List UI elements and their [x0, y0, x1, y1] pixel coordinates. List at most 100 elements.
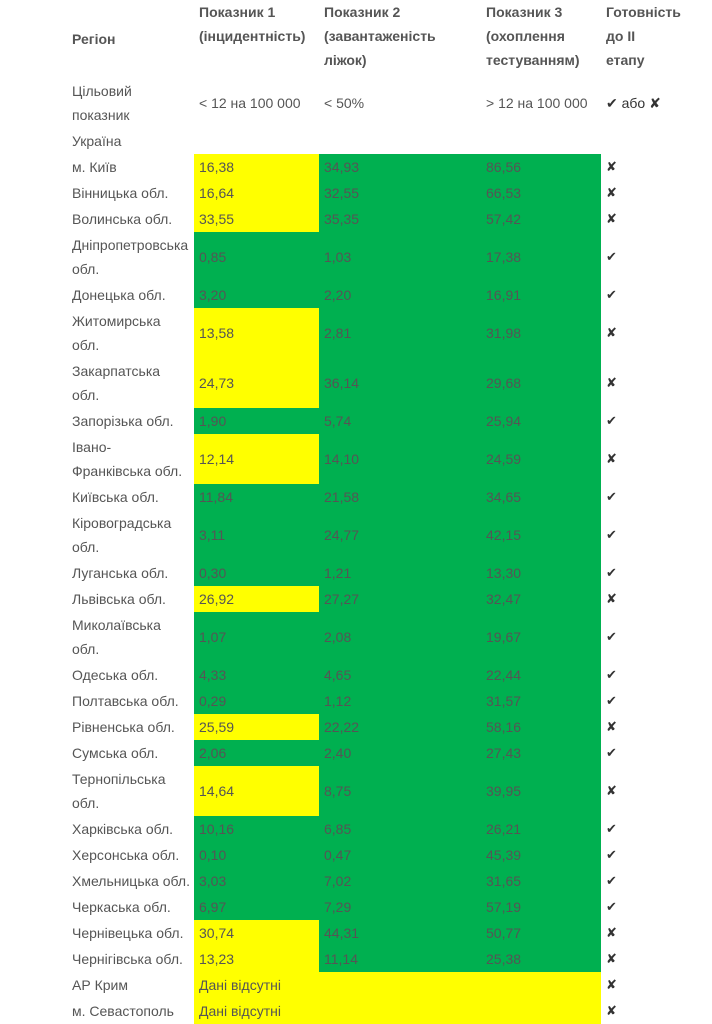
region-name: Житомирська обл.: [72, 313, 161, 353]
readiness-mark: ✔: [606, 489, 617, 504]
indicator-3-cell: 39,95: [481, 766, 601, 816]
readiness-mark: ✘: [606, 451, 617, 466]
region-name: Закарпатська обл.: [72, 363, 161, 403]
region-readiness-table: Регіон Показник 1 (інцидентність) Показни…: [67, 0, 681, 1024]
region-row: Херсонська обл. 0,10 0,47 45,39 ✔: [67, 842, 681, 868]
region-row: Чернігівська обл. 13,23 11,14 25,38 ✘: [67, 946, 681, 972]
region-row: Житомирська обл. 13,58 2,81 31,98 ✘: [67, 308, 681, 358]
indicator-1-cell: 26,92: [194, 586, 319, 612]
indicator-2-cell: 0,47: [319, 842, 481, 868]
indicator-1-cell: 14,64: [194, 766, 319, 816]
region-row: м. Київ 16,38 34,93 86,56 ✘: [67, 154, 681, 180]
indicator-1-cell: 33,55: [194, 206, 319, 232]
indicator-3-cell: 13,30: [481, 560, 601, 586]
region-name: Запорізька обл.: [72, 413, 174, 429]
region-name: Чернівецька обл.: [72, 925, 184, 941]
readiness-mark: ✔: [606, 821, 617, 836]
region-row: Сумська обл. 2,06 2,40 27,43 ✔: [67, 740, 681, 766]
indicator-3-cell: 31,98: [481, 308, 601, 358]
region-name: Луганська обл.: [72, 565, 169, 581]
region-name: Донецька обл.: [72, 287, 166, 303]
indicator-2-cell: 24,77: [319, 510, 481, 560]
indicator-2-cell: 44,31: [319, 920, 481, 946]
target-readiness: ✔ або ✘: [606, 95, 661, 111]
region-row: Одеська обл. 4,33 4,65 22,44 ✔: [67, 662, 681, 688]
region-row: Полтавська обл. 0,29 1,12 31,57 ✔: [67, 688, 681, 714]
readiness-mark: ✘: [606, 325, 617, 340]
region-name: м. Севастополь: [72, 1003, 174, 1019]
indicator-3-cell: 32,47: [481, 586, 601, 612]
readiness-mark: ✔: [606, 413, 617, 428]
region-row: Харківська обл. 10,16 6,85 26,21 ✔: [67, 816, 681, 842]
indicator-2-cell: 2,20: [319, 282, 481, 308]
indicator-2-cell: 11,14: [319, 946, 481, 972]
target-indicator-2: < 50%: [324, 95, 365, 111]
indicator-3-cell: 22,44: [481, 662, 601, 688]
indicator-1-cell: 0,10: [194, 842, 319, 868]
readiness-mark: ✔: [606, 667, 617, 682]
target-indicator-3: > 12 на 100 000: [486, 95, 588, 111]
indicator-1-cell: 24,73: [194, 358, 319, 408]
region-name: Рівненська обл.: [72, 719, 175, 735]
indicator-1-cell: 1,07: [194, 612, 319, 662]
region-name: Івано- Франківська обл.: [72, 439, 183, 479]
readiness-mark: ✘: [606, 925, 617, 940]
region-row: Вінницька обл. 16,64 32,55 66,53 ✘: [67, 180, 681, 206]
indicator-3-cell: 31,57: [481, 688, 601, 714]
readiness-mark: ✔: [606, 527, 617, 542]
indicator-3-cell: 42,15: [481, 510, 601, 560]
indicator-3-cell: 25,94: [481, 408, 601, 434]
indicator-1-cell: 0,85: [194, 232, 319, 282]
region-name: Херсонська обл.: [72, 847, 180, 863]
readiness-mark: ✔: [606, 899, 617, 914]
region-row: Івано- Франківська обл. 12,14 14,10 24,59 ✘: [67, 434, 681, 484]
readiness-mark: ✘: [606, 977, 617, 992]
header-indicator-3: Показник 3 (охоплення тестуванням): [486, 4, 580, 68]
readiness-mark: ✔: [606, 249, 617, 264]
indicator-1-cell: 4,33: [194, 662, 319, 688]
indicator-3-cell: 57,42: [481, 206, 601, 232]
region-row: Кіровоградська обл. 3,11 24,77 42,15 ✔: [67, 510, 681, 560]
indicator-1-cell: 12,14: [194, 434, 319, 484]
region-row: Волинська обл. 33,55 35,35 57,42 ✘: [67, 206, 681, 232]
region-row: Закарпатська обл. 24,73 36,14 29,68 ✘: [67, 358, 681, 408]
region-row: Черкаська обл. 6,97 7,29 57,19 ✔: [67, 894, 681, 920]
indicator-1-cell: 10,16: [194, 816, 319, 842]
indicator-2-cell: 1,21: [319, 560, 481, 586]
indicator-3-cell: 19,67: [481, 612, 601, 662]
indicator-2-cell: 35,35: [319, 206, 481, 232]
region-name: Харківська обл.: [72, 821, 174, 837]
indicator-3-cell: 31,65: [481, 868, 601, 894]
readiness-mark: ✔: [606, 565, 617, 580]
region-row: Хмельницька обл. 3,03 7,02 31,65 ✔: [67, 868, 681, 894]
indicator-2-cell: 34,93: [319, 154, 481, 180]
readiness-mark: ✔: [606, 287, 617, 302]
indicator-1-cell: 6,97: [194, 894, 319, 920]
readiness-mark: ✘: [606, 375, 617, 390]
readiness-mark: ✘: [606, 783, 617, 798]
indicator-1-cell: 25,59: [194, 714, 319, 740]
no-data-row: м. Севастополь Дані відсутні ✘: [67, 998, 681, 1024]
indicator-2-cell: 2,40: [319, 740, 481, 766]
indicator-1-cell: 11,84: [194, 484, 319, 510]
region-row: Дніпропетровська обл. 0,85 1,03 17,38 ✔: [67, 232, 681, 282]
indicator-1-cell: 30,74: [194, 920, 319, 946]
indicator-1-cell: 16,38: [194, 154, 319, 180]
indicator-2-cell: 36,14: [319, 358, 481, 408]
indicator-2-cell: 32,55: [319, 180, 481, 206]
indicator-2-cell: 22,22: [319, 714, 481, 740]
readiness-mark: ✘: [606, 159, 617, 174]
no-data-cell: Дані відсутні: [194, 972, 601, 998]
indicator-3-cell: 16,91: [481, 282, 601, 308]
no-data-row: АР Крим Дані відсутні ✘: [67, 972, 681, 998]
readiness-mark: ✘: [606, 719, 617, 734]
indicator-2-cell: 14,10: [319, 434, 481, 484]
indicator-3-cell: 17,38: [481, 232, 601, 282]
region-row: Луганська обл. 0,30 1,21 13,30 ✔: [67, 560, 681, 586]
indicator-1-cell: 16,64: [194, 180, 319, 206]
region-name: Львівська обл.: [72, 591, 166, 607]
region-row: Чернівецька обл. 30,74 44,31 50,77 ✘: [67, 920, 681, 946]
indicator-3-cell: 25,38: [481, 946, 601, 972]
indicator-2-cell: 4,65: [319, 662, 481, 688]
region-name: Тернопільська обл.: [72, 771, 166, 811]
